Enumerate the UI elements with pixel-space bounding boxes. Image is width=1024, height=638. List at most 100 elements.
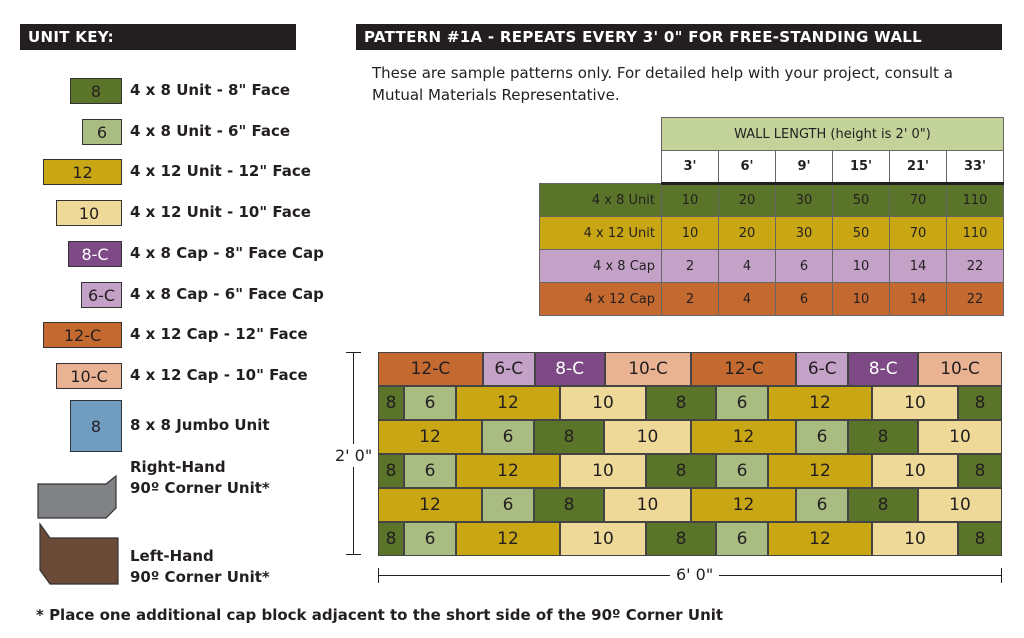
wall-block: 6 — [482, 488, 534, 522]
wall-block: 8 — [958, 454, 1002, 488]
wall-length-table: WALL LENGTH (height is 2' 0") 3' 6' 9' 15' 2… — [539, 117, 1004, 316]
wall-block: 12 — [456, 386, 560, 420]
table-cell: 14 — [889, 282, 947, 316]
unit-key-swatch: 6 — [82, 119, 122, 145]
table-cell: 10 — [832, 282, 890, 316]
wall-block: 8 — [534, 488, 604, 522]
wall-block: 8-C — [534, 352, 605, 386]
table-cell: 30 — [775, 216, 833, 250]
wall-block: 6 — [404, 454, 456, 488]
wall-block: 10-C — [604, 352, 692, 386]
wall-block: 12-C — [691, 352, 797, 386]
wall-block: 10-C — [918, 352, 1002, 386]
table-corner-blank — [540, 118, 662, 151]
wall-block: 8 — [958, 522, 1002, 556]
wall-block: 10 — [604, 420, 691, 454]
table-column-row: 3' 6' 9' 15' 21' 33' — [540, 150, 1004, 185]
wall-block: 8 — [534, 420, 604, 454]
wall-block: 10 — [560, 454, 646, 488]
table-cell: 10 — [661, 216, 719, 250]
wall-block: 10 — [872, 522, 958, 556]
table-row-label: 4 x 8 Cap — [539, 249, 662, 283]
unit-key-swatch: 12 — [43, 159, 122, 185]
intro-text: These are sample patterns only. For deta… — [372, 64, 953, 104]
wall-block: 10 — [918, 420, 1002, 454]
wall-block: 12 — [691, 420, 796, 454]
unit-key-swatch: 12-C — [43, 322, 122, 348]
width-dimension-cap-right — [1001, 568, 1002, 583]
wall-block: 8 — [646, 386, 716, 420]
wall-block: 10 — [604, 488, 691, 522]
table-cell: 70 — [889, 216, 947, 250]
wall-block: 6 — [482, 420, 534, 454]
table-col-blank — [540, 151, 662, 184]
table-column-header: 33' — [946, 150, 1004, 185]
unit-key-label: 4 x 8 Cap - 6" Face Cap — [130, 285, 324, 303]
unit-key-label: 8 x 8 Jumbo Unit — [130, 416, 270, 434]
unit-key-label: 4 x 12 Cap - 10" Face — [130, 366, 308, 384]
table-cell: 22 — [946, 249, 1004, 283]
table-cell: 22 — [946, 282, 1004, 316]
unit-key-swatch: 10-C — [56, 363, 122, 389]
height-dimension-cap-top — [346, 352, 361, 353]
height-dimension-label: 2' 0" — [335, 444, 373, 467]
unit-key-swatch: 6-C — [81, 282, 122, 308]
wall-block: 10 — [918, 488, 1002, 522]
table-column-header: 21' — [889, 150, 947, 185]
table-cell: 14 — [889, 249, 947, 283]
wall-block: 6 — [716, 522, 768, 556]
wall-block: 8-C — [848, 352, 919, 386]
table-cell: 30 — [775, 183, 833, 217]
pattern-title: PATTERN #1A - REPEATS EVERY 3' 0" FOR FR… — [364, 28, 922, 46]
wall-block: 8 — [378, 386, 404, 420]
table-cell: 10 — [661, 183, 719, 217]
table-column-header: 3' — [661, 150, 719, 185]
wall-block: 10 — [872, 454, 958, 488]
left-hand-corner-icon — [39, 522, 119, 585]
unit-key-swatch: 8 — [70, 400, 122, 452]
pattern-header: PATTERN #1A - REPEATS EVERY 3' 0" FOR FR… — [356, 24, 1002, 50]
wall-block: 12 — [456, 454, 560, 488]
wall-pattern-diagram: 12-C 6-C 8-C 10-C 12-C 6-C 8-C 10-C 8 6 12 10 8 6 12 10… — [378, 352, 1002, 556]
table-cell: 2 — [661, 282, 719, 316]
wall-block: 12 — [691, 488, 796, 522]
wall-block: 6 — [716, 386, 768, 420]
wall-block: 12 — [456, 522, 560, 556]
table-column-header: 9' — [775, 150, 833, 185]
table-cell: 50 — [832, 216, 890, 250]
table-cell: 2 — [661, 249, 719, 283]
table-row: 4 x 8 Cap 2 4 6 10 14 22 — [539, 249, 1004, 283]
wall-block: 8 — [848, 420, 918, 454]
unit-key-swatch: 8 — [70, 78, 122, 104]
table-cell: 6 — [775, 249, 833, 283]
table-cell: 20 — [718, 183, 776, 217]
wall-block: 6 — [796, 420, 848, 454]
wall-block: 8 — [378, 522, 404, 556]
right-hand-corner-label: Right-Hand 90º Corner Unit* — [130, 457, 270, 499]
wall-block: 8 — [378, 454, 404, 488]
unit-key-label: 4 x 12 Unit - 12" Face — [130, 162, 311, 180]
wall-block: 6 — [404, 386, 456, 420]
table-column-header: 6' — [718, 150, 776, 185]
table-cell: 70 — [889, 183, 947, 217]
table-row: 4 x 12 Unit 10 20 30 50 70 110 — [539, 216, 1004, 250]
unit-key-label: 4 x 8 Cap - 8" Face Cap — [130, 244, 324, 262]
wall-block: 8 — [646, 454, 716, 488]
unit-key-label: 4 x 12 Cap - 12" Face — [130, 325, 308, 343]
width-dimension-cap-left — [378, 568, 379, 583]
table-cell: 10 — [832, 249, 890, 283]
wall-block: 12 — [378, 420, 482, 454]
table-cell: 4 — [718, 249, 776, 283]
unit-key-swatch: 8-C — [68, 241, 122, 267]
table-row-label: 4 x 8 Unit — [539, 183, 662, 217]
wall-block: 10 — [560, 386, 646, 420]
table-column-header: 15' — [832, 150, 890, 185]
unit-key-label: 4 x 8 Unit - 8" Face — [130, 81, 291, 99]
table-row-label: 4 x 12 Cap — [539, 282, 662, 316]
wall-block: 12 — [768, 522, 872, 556]
wall-block: 6-C — [796, 352, 849, 386]
wall-block: 12 — [378, 488, 482, 522]
table-cell: 110 — [946, 216, 1004, 250]
left-corner-line1: Left-Hand — [130, 547, 214, 565]
wall-block: 10 — [560, 522, 646, 556]
